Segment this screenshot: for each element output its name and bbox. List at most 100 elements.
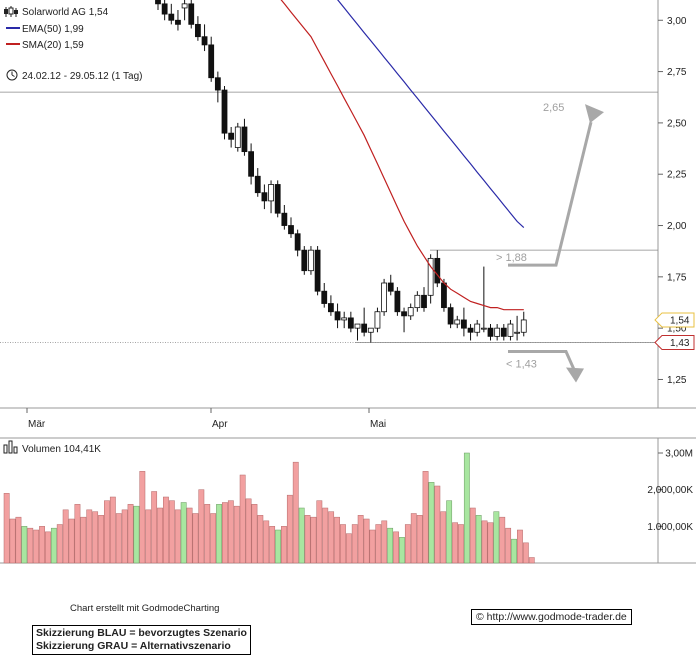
volume-bar [316,500,323,564]
volume-bar [463,452,470,564]
volume-legend: Volumen 104,41K [3,440,101,455]
scenario-arrows [508,104,604,383]
volume-bar [216,504,222,564]
volume-bar [393,531,399,564]
volume-bar [174,509,181,564]
candle-body-up [514,331,520,334]
candle-body-down [347,317,354,329]
scenario-annotations: 2,65 > 1,88 < 1,43 [496,102,564,370]
candlesticks [155,0,527,343]
volume-bar [298,507,305,564]
candle [208,36,215,82]
candle [221,85,228,140]
bearish-scenario-arrow [508,350,576,371]
ema50-line [337,0,525,229]
volume-bar [381,520,388,564]
candle [374,307,381,333]
legend-ema: EMA(50) 1,99 [22,24,84,35]
price-tag-label: 1,54 [670,315,690,326]
candle [314,246,321,296]
candle-body-down [394,290,401,313]
candle-body-down [487,327,494,337]
candle [228,127,235,148]
candle-icon [4,6,18,17]
volume-bar [257,515,264,564]
candle-body-down [460,319,467,329]
candle-body-down [248,151,255,177]
price-tag-shape [654,312,695,328]
volume-bar [56,524,63,564]
volume-bar [493,511,500,564]
candle-body-down [175,19,181,25]
price-tick-label: 1,50 [667,324,687,335]
candle [274,180,281,218]
candle-body-down [288,225,294,235]
volume-bar [446,500,453,564]
volume-bar [98,515,104,564]
volume-bar [109,496,116,564]
chart-credit: Chart erstellt mit GodmodeCharting [70,603,220,614]
volume-y-axis: 3,00M 2,000,00K 1.000,00K [647,449,693,533]
candle-body-down [361,323,368,333]
candle-body-down [500,327,507,337]
candle [334,303,341,329]
volume-bar [186,507,193,564]
price-tick-label: 2,75 [667,67,687,78]
volume-bar [27,527,34,564]
price-tick-label: 2,00 [667,221,687,232]
volume-bar [481,520,488,564]
volume-bars [3,452,535,564]
candle-body-down [254,175,261,194]
volume-bar [375,524,382,564]
website-url[interactable]: http://www.godmode-trader.de [486,611,627,623]
candle [500,324,507,341]
website-link[interactable]: © http://www.godmode-trader.de [471,609,632,625]
candle-body-up [341,317,348,321]
volume-bars-icon [3,440,18,454]
candle [454,315,461,329]
volume-tick-label: 1.000,00K [647,522,693,533]
volume-tick-label: 3,00M [665,449,693,460]
volume-bar [357,515,364,564]
volume-bar [68,518,75,564]
volume-bar [363,518,370,564]
legend-sma: SMA(20) 1,59 [22,40,84,51]
volume-bar [499,516,506,564]
volume-bar [86,509,93,564]
scenario-note-blue: Skizzierung BLAU = bevorzugtes Szenario [36,627,247,639]
bullish-arrow-head [585,104,604,124]
volume-bar [328,511,335,564]
volume-bar [50,527,57,564]
volume-legend-text: Volumen 104,41K [22,444,101,455]
candle [155,0,161,10]
candle [421,287,427,312]
candle [168,3,175,25]
candle-body-down [467,327,474,333]
candle [487,324,494,341]
candle [414,291,421,312]
price-tick-label: 1,75 [667,272,687,283]
candle-body-down [201,36,208,46]
price-tick-label: 3,00 [667,16,687,27]
candle-body-down [214,77,221,91]
candle-body-up [268,184,274,202]
volume-bar [387,527,394,564]
candle-body-up [374,311,381,329]
date-tick-label: Mai [370,419,386,430]
volume-bar [251,504,258,564]
candle-body-up [381,282,388,313]
candle-body-up [407,307,414,317]
volume-bar [3,493,10,564]
candle-body-up [507,323,514,337]
scenario-horizontal-lines [0,91,658,343]
candle [354,323,361,341]
candle [367,327,374,343]
candle-body-up [494,327,501,337]
volume-bar [345,533,352,564]
candle [401,307,407,333]
volume-bar [475,515,482,564]
candle-body-down [155,0,161,5]
sma20-line [280,0,524,311]
volume-bar [410,513,417,564]
candle-body-down [321,290,328,304]
